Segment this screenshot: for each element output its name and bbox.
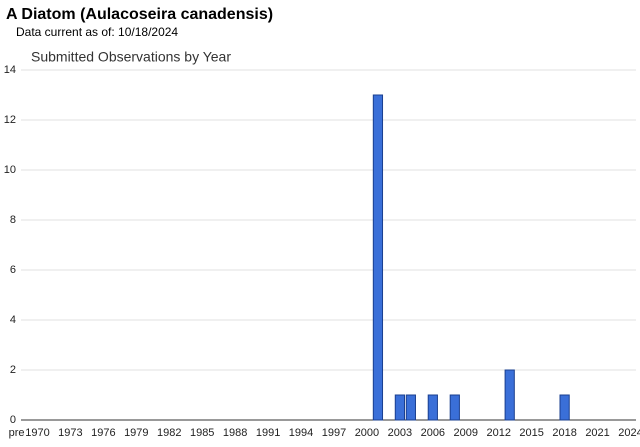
x-tick-label: 2021 bbox=[585, 427, 609, 439]
y-tick-label: 2 bbox=[10, 364, 16, 376]
x-tick-label: pre bbox=[9, 427, 25, 439]
x-tick-label: 1979 bbox=[124, 427, 148, 439]
x-tick-label: 1970 bbox=[25, 427, 49, 439]
x-tick-label: 2012 bbox=[486, 427, 510, 439]
x-tick-label: 1985 bbox=[190, 427, 214, 439]
x-tick-label: 1988 bbox=[223, 427, 247, 439]
x-tick-label: 2015 bbox=[519, 427, 543, 439]
x-tick-label: 2006 bbox=[421, 427, 445, 439]
x-tick-label: 1991 bbox=[256, 427, 280, 439]
x-tick-label: 2000 bbox=[355, 427, 379, 439]
x-tick-label: 1997 bbox=[322, 427, 346, 439]
x-tick-label: 2003 bbox=[388, 427, 412, 439]
bar bbox=[394, 394, 405, 421]
page-title: A Diatom (Aulacoseira canadensis) bbox=[6, 6, 273, 23]
x-tick-label: 1973 bbox=[58, 427, 82, 439]
x-tick-label: 1994 bbox=[289, 427, 313, 439]
bar bbox=[427, 394, 438, 421]
bar bbox=[559, 394, 570, 421]
x-tick-label: 2009 bbox=[454, 427, 478, 439]
x-tick-label: 2024 bbox=[618, 427, 640, 439]
bar bbox=[372, 94, 384, 421]
bar bbox=[504, 369, 515, 421]
chart-title: Submitted Observations by Year bbox=[31, 49, 231, 65]
bar bbox=[405, 394, 416, 421]
y-tick-label: 14 bbox=[4, 64, 16, 76]
y-tick-label: 12 bbox=[4, 114, 16, 126]
y-tick-label: 4 bbox=[10, 314, 16, 326]
subtitle: Data current as of: 10/18/2024 bbox=[16, 25, 178, 39]
y-tick-label: 0 bbox=[10, 414, 16, 426]
y-tick-label: 6 bbox=[10, 264, 16, 276]
y-tick-label: 8 bbox=[10, 214, 16, 226]
y-tick-label: 10 bbox=[4, 164, 16, 176]
x-tick-label: 2018 bbox=[552, 427, 576, 439]
x-tick-label: 1982 bbox=[157, 427, 181, 439]
bar bbox=[449, 394, 460, 421]
x-tick-label: 1976 bbox=[91, 427, 115, 439]
